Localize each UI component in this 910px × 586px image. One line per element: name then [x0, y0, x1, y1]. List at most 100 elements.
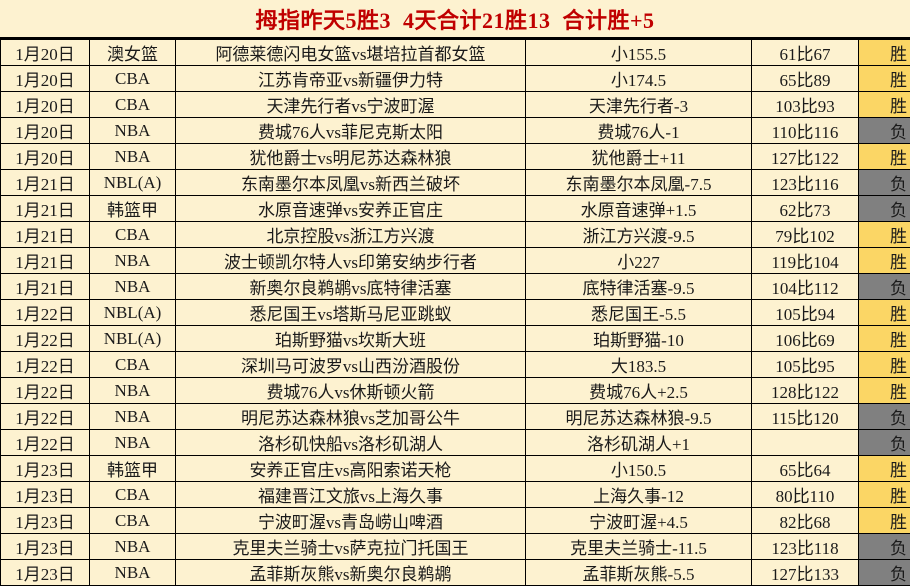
cell-match: 江苏肯帝亚vs新疆伊力特: [176, 66, 526, 92]
cell-pick: 小150.5: [526, 456, 752, 482]
cell-date: 1月23日: [1, 534, 90, 560]
cell-match: 明尼苏达森林狼vs芝加哥公牛: [176, 404, 526, 430]
cell-pick: 小174.5: [526, 66, 752, 92]
cell-date: 1月21日: [1, 222, 90, 248]
cell-date: 1月23日: [1, 482, 90, 508]
status-badge: 负: [859, 430, 910, 456]
cell-score: 82比68: [752, 508, 859, 534]
cell-league: NBA: [90, 534, 176, 560]
status-badge: 胜: [859, 378, 910, 404]
cell-league: CBA: [90, 66, 176, 92]
cell-league: CBA: [90, 92, 176, 118]
spreadsheet-page: 拇指昨天5胜3 4天合计21胜13 合计胜+5 1月20日澳女篮阿德莱德闪电女篮…: [0, 0, 910, 566]
cell-match: 犹他爵士vs明尼苏达森林狼: [176, 144, 526, 170]
cell-date: 1月20日: [1, 118, 90, 144]
cell-pick: 天津先行者-3: [526, 92, 752, 118]
cell-match: 波士顿凯尔特人vs印第安纳步行者: [176, 248, 526, 274]
cell-score: 123比116: [752, 170, 859, 196]
cell-score: 61比67: [752, 40, 859, 66]
cell-match: 费城76人vs休斯顿火箭: [176, 378, 526, 404]
status-badge: 胜: [859, 248, 910, 274]
cell-date: 1月22日: [1, 352, 90, 378]
cell-pick: 浙江方兴渡-9.5: [526, 222, 752, 248]
status-badge: 胜: [859, 456, 910, 482]
status-badge: 负: [859, 560, 910, 586]
cell-pick: 费城76人-1: [526, 118, 752, 144]
cell-date: 1月21日: [1, 170, 90, 196]
cell-league: CBA: [90, 352, 176, 378]
status-badge: 负: [859, 534, 910, 560]
cell-match: 水原音速弹vs安养正官庄: [176, 196, 526, 222]
cell-score: 123比118: [752, 534, 859, 560]
cell-league: NBA: [90, 560, 176, 586]
cell-score: 79比102: [752, 222, 859, 248]
cell-score: 104比112: [752, 274, 859, 300]
cell-score: 128比122: [752, 378, 859, 404]
status-badge: 胜: [859, 508, 910, 534]
cell-score: 110比116: [752, 118, 859, 144]
cell-score: 103比93: [752, 92, 859, 118]
cell-match: 克里夫兰骑士vs萨克拉门托国王: [176, 534, 526, 560]
status-badge: 胜: [859, 66, 910, 92]
cell-date: 1月22日: [1, 430, 90, 456]
cell-league: NBA: [90, 144, 176, 170]
cell-date: 1月22日: [1, 404, 90, 430]
cell-league: NBA: [90, 430, 176, 456]
status-badge: 负: [859, 118, 910, 144]
cell-match: 孟菲斯灰熊vs新奥尔良鹈鹕: [176, 560, 526, 586]
cell-league: NBL(A): [90, 170, 176, 196]
cell-date: 1月23日: [1, 508, 90, 534]
cell-league: NBA: [90, 118, 176, 144]
status-badge: 胜: [859, 222, 910, 248]
cell-date: 1月22日: [1, 326, 90, 352]
cell-pick: 孟菲斯灰熊-5.5: [526, 560, 752, 586]
cell-pick: 上海久事-12: [526, 482, 752, 508]
cell-match: 宁波町渥vs青岛崂山啤酒: [176, 508, 526, 534]
cell-league: 澳女篮: [90, 40, 176, 66]
cell-date: 1月20日: [1, 92, 90, 118]
cell-date: 1月21日: [1, 248, 90, 274]
cell-pick: 水原音速弹+1.5: [526, 196, 752, 222]
page-title-bar: 拇指昨天5胜3 4天合计21胜13 合计胜+5: [0, 0, 910, 39]
cell-pick: 底特律活塞-9.5: [526, 274, 752, 300]
cell-league: CBA: [90, 482, 176, 508]
cell-pick: 明尼苏达森林狼-9.5: [526, 404, 752, 430]
cell-match: 东南墨尔本凤凰vs新西兰破坏: [176, 170, 526, 196]
cell-date: 1月22日: [1, 300, 90, 326]
cell-pick: 东南墨尔本凤凰-7.5: [526, 170, 752, 196]
cell-pick: 费城76人+2.5: [526, 378, 752, 404]
status-badge: 胜: [859, 40, 910, 66]
cell-match: 新奥尔良鹈鹕vs底特律活塞: [176, 274, 526, 300]
cell-pick: 小227: [526, 248, 752, 274]
cell-league: NBL(A): [90, 326, 176, 352]
cell-league: 韩篮甲: [90, 456, 176, 482]
cell-match: 悉尼国王vs塔斯马尼亚跳蚁: [176, 300, 526, 326]
cell-score: [752, 430, 859, 456]
status-badge: 负: [859, 404, 910, 430]
cell-league: CBA: [90, 222, 176, 248]
cell-score: 115比120: [752, 404, 859, 430]
cell-league: NBL(A): [90, 300, 176, 326]
